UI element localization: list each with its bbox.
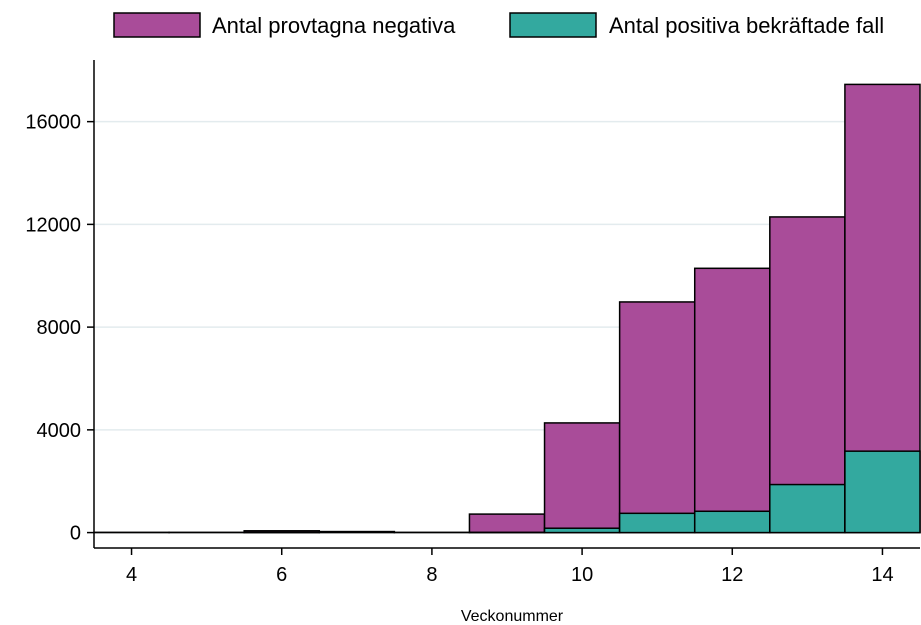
bar-positiva-13 xyxy=(769,483,846,534)
legend-label-positiva: Antal positiva bekräftade fall xyxy=(609,13,884,38)
bars xyxy=(93,83,921,534)
bar-positiva-14 xyxy=(844,450,921,534)
axes: 0 4000 8000 12000 16000 4 6 8 10 12 14 xyxy=(25,60,920,586)
x-tick-label-14: 14 xyxy=(871,564,893,586)
bar-positiva-11 xyxy=(618,512,696,534)
bar-positiva-12 xyxy=(693,510,771,534)
bar-negativa-12 xyxy=(693,267,771,534)
legend-swatch-positiva xyxy=(509,12,597,38)
y-tick-label-0: 0 xyxy=(70,523,81,545)
legend: Antal provtagna negativa Antal positiva b… xyxy=(113,12,884,38)
bar-negativa-7 xyxy=(318,530,396,534)
y-tick-label-4000: 4000 xyxy=(37,420,82,442)
bar-negativa-10 xyxy=(543,422,621,534)
x-tick-label-6: 6 xyxy=(276,564,287,586)
bar-negativa-11 xyxy=(618,301,696,534)
y-tick-label-16000: 16000 xyxy=(25,112,81,134)
x-tick-label-4: 4 xyxy=(126,564,137,586)
bar-positiva-10 xyxy=(543,527,621,534)
y-tick-label-8000: 8000 xyxy=(37,317,82,339)
x-tick-label-12: 12 xyxy=(721,564,743,586)
x-tick-label-10: 10 xyxy=(571,564,593,586)
x-tick-label-8: 8 xyxy=(426,564,437,586)
legend-swatch-negativa xyxy=(113,12,201,38)
legend-label-negativa: Antal provtagna negativa xyxy=(212,13,456,38)
x-axis-title: Veckonummer xyxy=(461,608,564,625)
y-tick-label-12000: 12000 xyxy=(25,214,81,236)
bar-negativa-9 xyxy=(468,513,546,534)
